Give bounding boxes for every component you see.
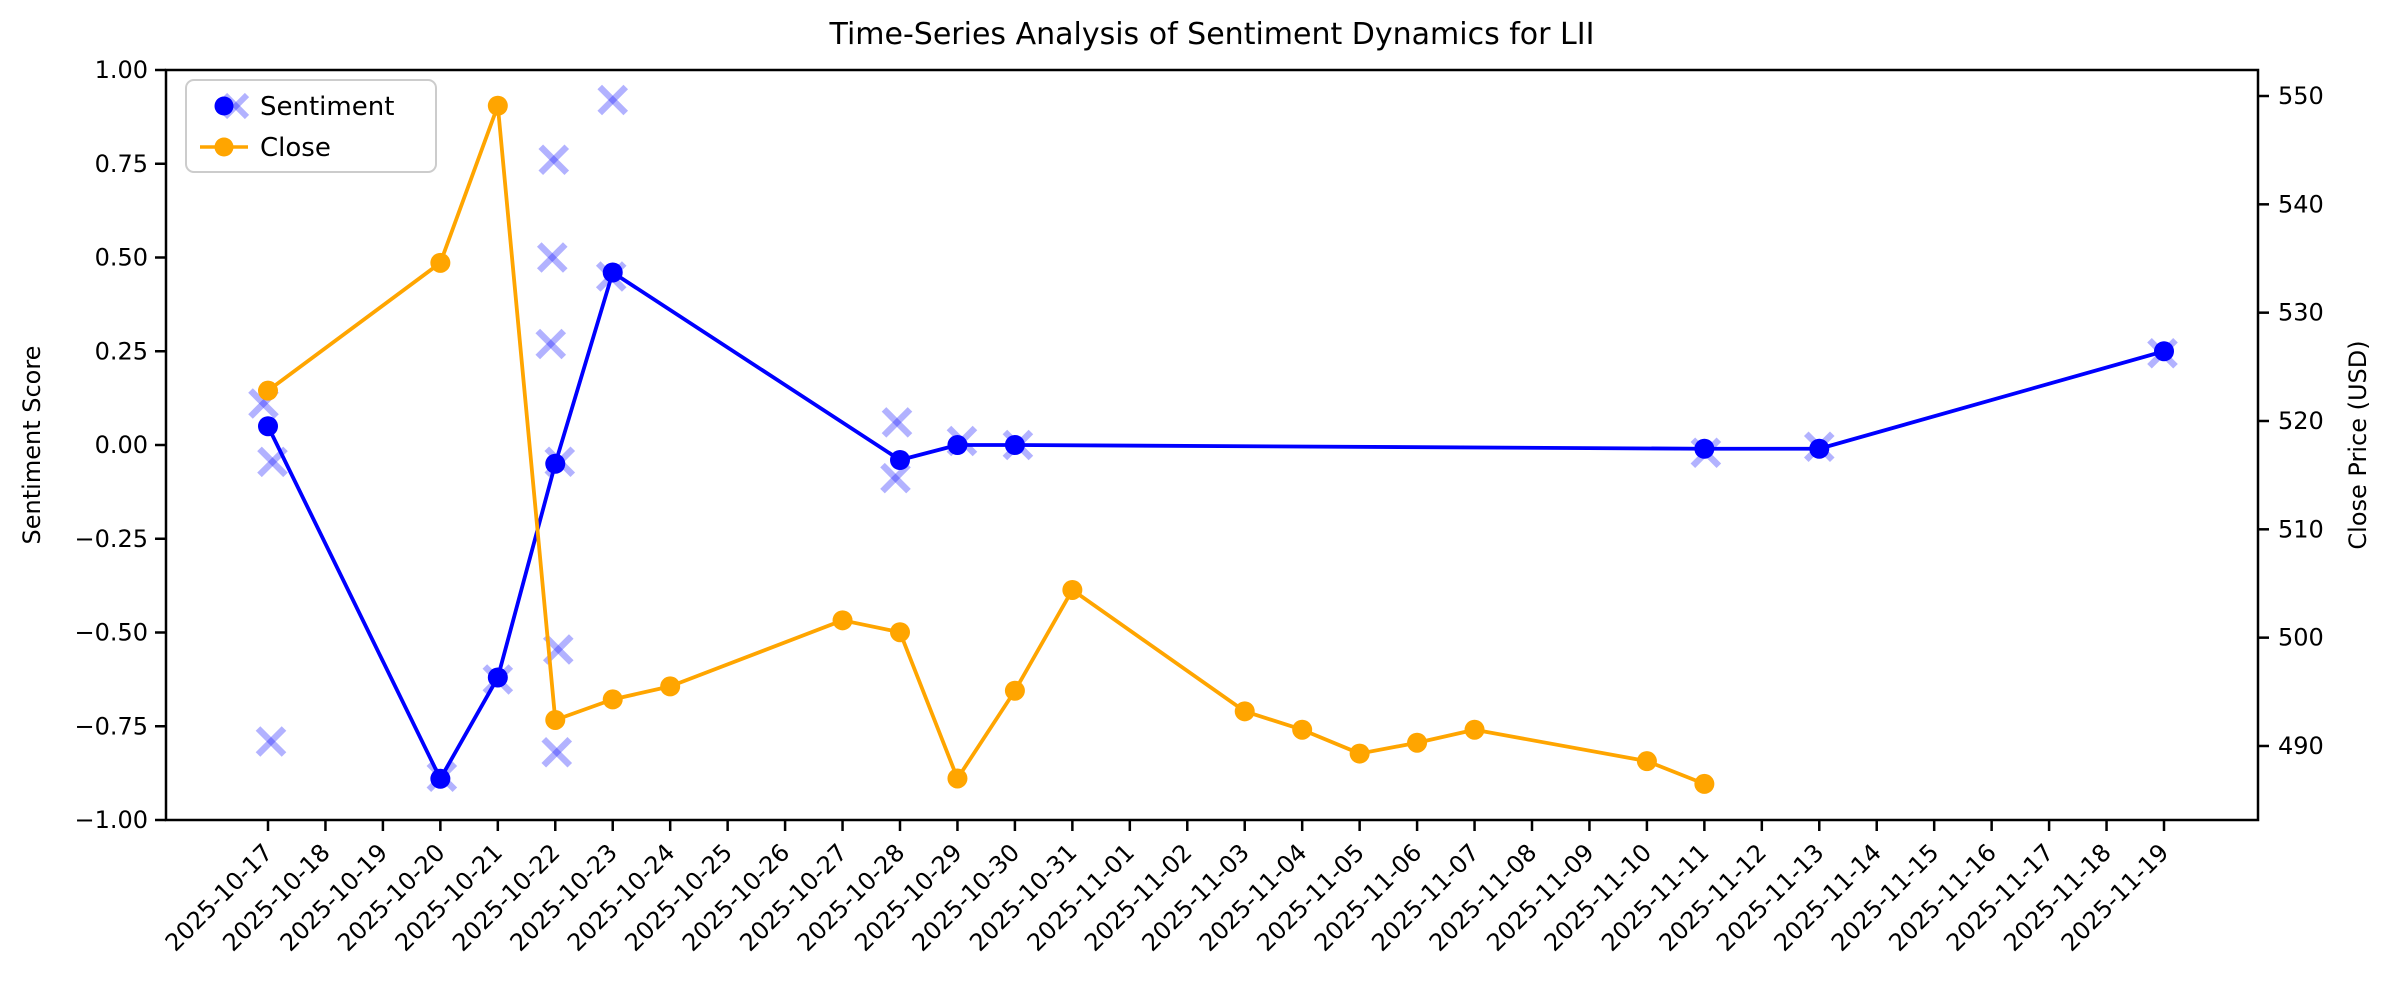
sentiment-point [1004, 435, 1025, 455]
y-right-tick-label: 530 [2278, 299, 2324, 327]
sentiment-scatter-x [541, 736, 573, 768]
sentiment-dot-icon [214, 96, 234, 116]
y-left-tick-label: 0.00 [95, 431, 148, 459]
y-axis-right-label: Close Price (USD) [2344, 340, 2372, 549]
close-point [832, 610, 853, 631]
sentiment-point [1694, 438, 1715, 459]
sentiment-point [430, 768, 451, 789]
y-left-tick-label: 0.75 [95, 150, 148, 178]
close-point [1234, 701, 1255, 722]
close-point [487, 95, 508, 116]
y-left-tick-label: −0.75 [74, 712, 148, 740]
sentiment-point [258, 416, 278, 437]
close-point [1349, 743, 1370, 764]
y-left-tick-label: −0.25 [74, 525, 148, 553]
y-right-tick-label: 520 [2278, 407, 2324, 435]
close-point [545, 709, 566, 730]
close-point [602, 689, 623, 710]
chart-title: Time-Series Analysis of Sentiment Dynami… [829, 17, 1595, 52]
y-right-tick-label: 540 [2278, 190, 2324, 218]
legend-close-label: Close [260, 133, 331, 163]
sentiment-scatter-x [881, 407, 913, 438]
y-left-tick-label: 0.25 [95, 337, 148, 365]
close-point [1292, 719, 1313, 740]
sentiment-scatter-x [255, 726, 287, 757]
y-left-tick-label: 0.50 [95, 244, 148, 272]
close-point [430, 252, 451, 273]
sentiment-scatter-layer [248, 84, 2178, 793]
sentiment-scatter-x [536, 242, 568, 273]
sentiment-point [1809, 438, 1830, 459]
y-left-tick-label: −0.50 [74, 619, 148, 647]
sentiment-point [947, 435, 968, 455]
sentiment-point [890, 450, 910, 470]
sentiment-point [602, 262, 623, 283]
close-point [1062, 579, 1083, 600]
sentiment-scatter-x [597, 84, 629, 116]
close-point [1636, 751, 1657, 772]
sentiment-point [545, 453, 566, 474]
sentiment-point [2154, 341, 2174, 362]
legend-box [185, 79, 437, 173]
sentiment-point [487, 667, 508, 688]
y-left-tick-label: 1.00 [95, 56, 148, 84]
legend-sentiment-label: Sentiment [260, 92, 394, 122]
sentiment-scatter-x [880, 462, 911, 494]
sentiment-scatter-x [535, 328, 567, 360]
axes-layer: 1.00 0.75 0.50 0.25 0.00 −0.25 −0.50 −0.75 −1.00… [74, 56, 2323, 957]
legend: Sentiment Close [185, 79, 437, 173]
series-layer [258, 95, 2174, 794]
y-right-tick-label: 490 [2278, 732, 2324, 760]
close-point [947, 768, 968, 789]
close-point [1004, 680, 1025, 701]
close-point [890, 622, 910, 643]
legend-entry-close: Close [200, 133, 331, 163]
y-right-tick-label: 500 [2278, 624, 2324, 652]
close-point [1464, 719, 1485, 740]
plot-spines [164, 68, 2260, 822]
y-left-tick-label: −1.00 [74, 806, 148, 834]
close-dot-icon [214, 137, 234, 157]
legend-entry-sentiment: Sentiment [214, 92, 394, 122]
sentiment-scatter-x [538, 144, 570, 176]
close-point [1694, 773, 1715, 794]
close-point [258, 380, 278, 401]
y-right-tick-label: 550 [2278, 82, 2324, 110]
close-point [1407, 732, 1428, 753]
y-right-tick-label: 510 [2278, 515, 2324, 543]
close-point [660, 676, 681, 697]
y-axis-left-label: Sentiment Score [18, 346, 46, 545]
